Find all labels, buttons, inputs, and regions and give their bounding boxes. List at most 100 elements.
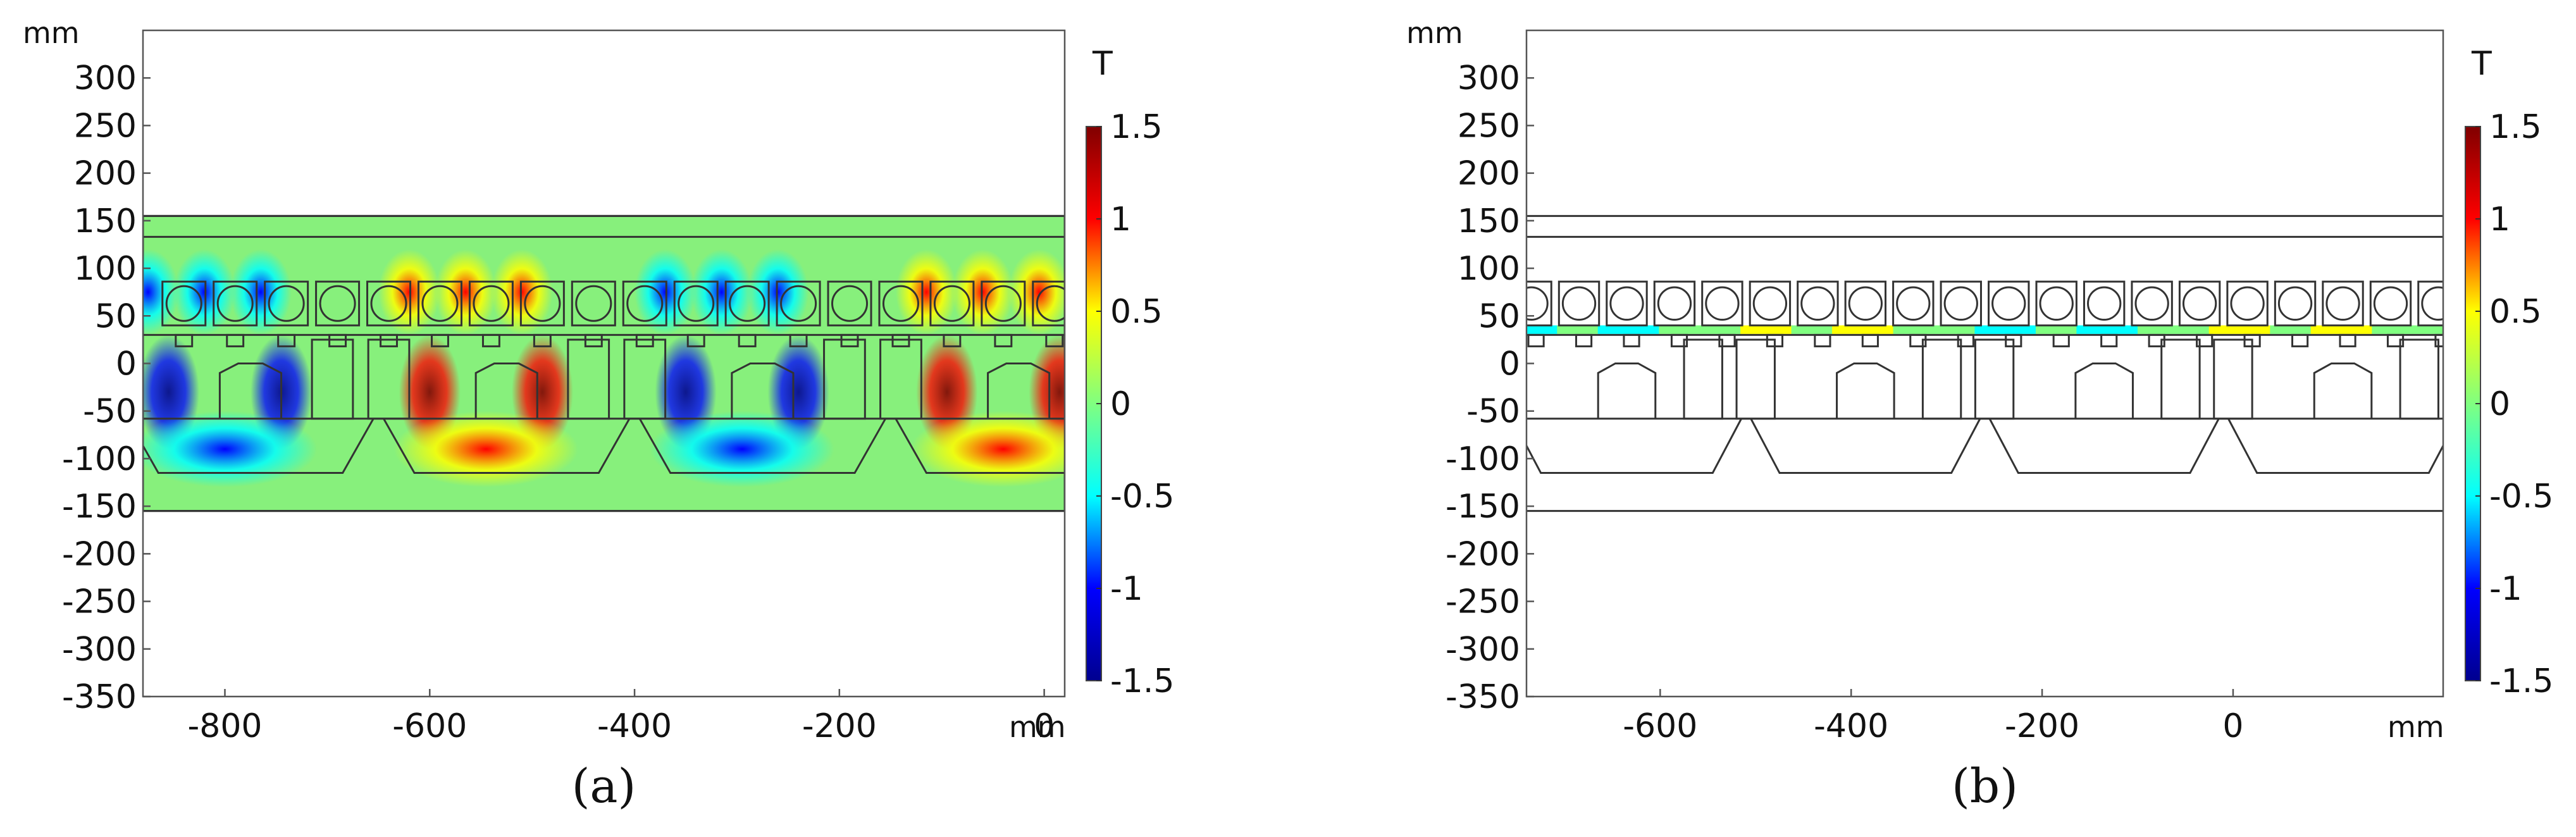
conductor-circle [626,285,664,322]
conductor-circle [524,285,561,322]
x-tick-label: 0 [1034,707,1055,745]
colorbar-tick-label: -0.5 [2489,478,2553,516]
gap-field-cell [2127,325,2138,334]
gap-field-cell [2270,325,2281,334]
panel-b: 300250200150100500-50-100-150-200-250-30… [1406,16,2576,814]
y-tick-label: -150 [62,488,137,526]
gap-field-cell [1873,325,1884,334]
stator-slot [776,280,821,326]
flux-blob [691,249,753,335]
gap-field-cell [1842,325,1853,334]
conductor-circle [2373,286,2408,321]
stator-slot [468,280,514,326]
gap-field-cell [2392,325,2403,334]
magnet-block [2213,338,2253,420]
magnet-block [2399,338,2439,420]
stator-slot [878,280,924,326]
conductor-circle [2325,286,2360,321]
gap-field-cell [2138,325,2148,334]
pole-head [218,363,283,419]
stator-slot [929,280,975,326]
stator-slot [1844,280,1887,326]
gap-field-cell [2280,325,2291,334]
y-tick-label: 300 [74,59,137,97]
gap-field-cell [1679,325,1690,334]
colorbar-tick-label: -1 [1110,570,1143,608]
conductor-circle [2087,286,2122,321]
flux-blob [393,411,579,488]
gap-field-cell [1985,325,1996,334]
conductor-circle [575,285,612,322]
flux-blob [491,249,553,335]
colorbar-unit: T [1092,45,1113,83]
stator-slot [1940,280,1982,326]
gap-field-cell [1801,325,1812,334]
gap-field-cell [2331,325,2342,334]
y-tick-label: -300 [62,631,137,669]
pole-head [2553,364,2576,419]
x-tick-label: -800 [188,707,263,745]
gap-field-cell [1618,325,1629,334]
stator-slot [417,280,462,326]
gap-field-cell [1944,325,1955,334]
gap-field-cell [2310,325,2322,334]
conductor-circle [1609,286,1644,321]
panel-label: (b) [1952,759,2018,814]
y-tick-label: 100 [74,250,137,288]
gap-field-cell [2198,325,2210,334]
gap-field-cell [1557,325,1568,334]
gap-field-cell [1607,325,1619,334]
stator-slot [1557,280,1601,326]
gap-field-cell [1649,325,1659,334]
stator-slot [827,280,872,326]
gap-field-cell [1934,325,1945,334]
gap-field-cell [2260,325,2270,334]
gap-field-cell [1903,325,1914,334]
plot-area [1526,214,2576,512]
y-tick-label: -350 [62,678,137,716]
gap-field-cell [2107,325,2118,334]
colorbar-tick-label: -1 [2489,570,2522,608]
gap-field-cell [1883,325,1894,334]
y-tick-label: 50 [1478,297,1520,335]
y-tick-label: 0 [1499,345,1520,383]
conductor-circle [1036,285,1065,322]
comb-notch [1814,333,1831,347]
conductor-circle [933,285,970,322]
conductor-circle [1526,286,1549,321]
conductor-circle [678,285,715,322]
comb-notch [1575,333,1593,347]
pole-base [2227,418,2443,474]
flux-blob [635,249,697,335]
x-tick-label: -400 [1814,707,1888,745]
gap-field-cell [1719,325,1731,334]
conductor-circle [2230,286,2265,321]
conductor-circle [2039,286,2074,321]
y-tick-label: -250 [1446,583,1520,621]
conductor-circle [1800,286,1835,321]
gap-field-cell [1577,325,1588,334]
comb-notch [2434,333,2443,347]
magnet-block [1683,338,1723,420]
x-tick-label: 0 [2222,707,2243,745]
pole-base [1750,418,1981,474]
flux-blob [650,411,834,488]
conductor-circle [1752,286,1788,321]
gap-field-cell [1740,325,1751,334]
stator-slot [1749,280,1792,326]
y-tick-label: 200 [1458,155,1520,193]
gap-field-cell [1567,325,1578,334]
pole-base [383,418,631,474]
comb-notch [2100,333,2118,347]
y-tick-label: 150 [1458,202,1520,240]
conductor-circle [1848,286,1883,321]
y-tick-label: -150 [1446,488,1520,526]
comb-notch [2291,333,2309,347]
gap-field-cell [1761,325,1771,334]
y-unit-label: mm [23,16,80,50]
conductor-circle [1943,286,1978,321]
gap-field-cell [1862,325,1873,334]
comb-notch [2052,333,2070,347]
gap-field-cell [1547,325,1557,334]
y-tick-label: -350 [1446,678,1520,716]
